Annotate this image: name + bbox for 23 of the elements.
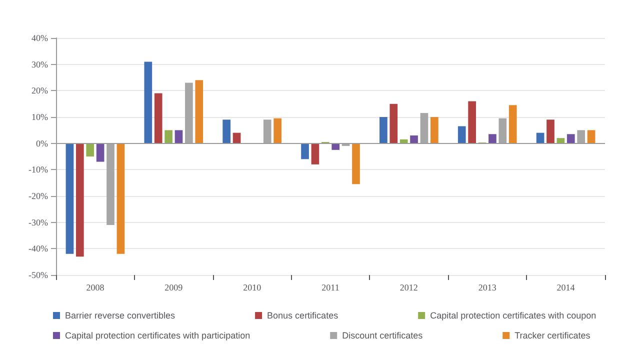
- y-tick-label: 0%: [36, 138, 48, 148]
- y-tick-label: -30%: [28, 217, 48, 228]
- x-tick-label: 2008: [86, 282, 105, 292]
- legend-label: Bonus certificates: [267, 310, 339, 320]
- y-tick-label: 40%: [32, 33, 48, 43]
- y-tick-label: -50%: [28, 270, 48, 280]
- y-tick-label: 10%: [32, 112, 48, 122]
- x-tick-label: 2011: [322, 282, 340, 292]
- x-tick-label: 2009: [164, 282, 184, 292]
- x-tick-label: 2014: [556, 282, 576, 292]
- legend-label: Tracker certificates: [514, 330, 591, 340]
- x-tick-label: 2012: [400, 282, 418, 292]
- legend-label: Discount certificates: [342, 330, 424, 340]
- legend-label: Barrier reverse convertibles: [65, 310, 176, 320]
- y-tick-label: -40%: [28, 244, 48, 254]
- legend-label: Capital protection certificates with participation: [65, 330, 250, 340]
- y-tick-label: 30%: [32, 59, 48, 70]
- x-tick-label: 2013: [478, 282, 497, 292]
- x-tick-label: 2010: [243, 282, 262, 292]
- y-tick-label: -10%: [28, 164, 48, 175]
- y-tick-label: -20%: [28, 191, 48, 201]
- legend-label: Capital protection certificates with coupon: [430, 310, 596, 320]
- y-tick-label: 20%: [32, 86, 48, 96]
